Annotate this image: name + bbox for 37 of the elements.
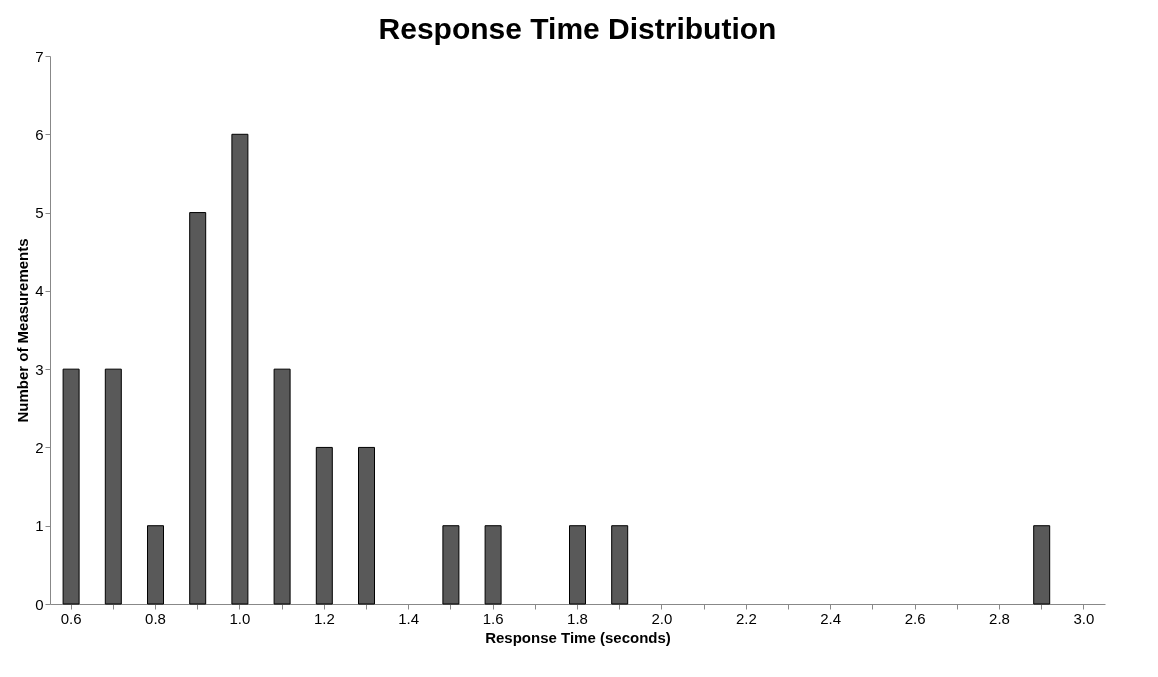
x-tick-label: 3.0 (1073, 609, 1095, 627)
bar (569, 525, 586, 605)
bar (611, 525, 629, 605)
x-tick-label: 1.2 (313, 609, 335, 627)
x-tick-label: 2.4 (820, 609, 842, 627)
y-tick-label: 6 (35, 125, 44, 143)
bar (358, 446, 375, 605)
x-tick-label: 2.2 (735, 609, 757, 627)
bar (189, 212, 207, 605)
x-tick-label: 1.8 (567, 609, 588, 627)
bar (231, 133, 249, 605)
x-tick-label: 2.8 (989, 609, 1010, 627)
bar (147, 525, 164, 605)
bar (62, 368, 80, 605)
bar (442, 525, 460, 605)
x-tick-label: 2.6 (904, 609, 926, 627)
y-tick-label: 3 (35, 360, 44, 378)
y-tick-label: 2 (35, 438, 44, 456)
x-tick-label: 0.8 (145, 609, 166, 627)
y-tick-label: 1 (35, 517, 44, 535)
bar (1033, 525, 1051, 605)
chart-title: Response Time Distribution (378, 12, 777, 45)
y-tick-label: 7 (35, 47, 44, 65)
x-tick-label: 1.6 (482, 609, 504, 627)
bar (273, 368, 291, 605)
x-tick-label: 2.0 (651, 609, 673, 627)
bar (104, 368, 122, 605)
y-tick-label: 4 (35, 282, 44, 300)
x-tick-label: 0.6 (60, 609, 82, 627)
y-tick-label: 0 (35, 595, 44, 613)
y-tick-label: 5 (35, 204, 44, 222)
bar (484, 525, 502, 605)
y-axis-title: Number of Measurements (14, 238, 32, 423)
bar (315, 446, 333, 605)
x-axis-title: Response Time (seconds) (485, 628, 671, 646)
x-tick-label: 1.4 (398, 609, 420, 627)
x-tick-label: 1.0 (229, 609, 251, 627)
